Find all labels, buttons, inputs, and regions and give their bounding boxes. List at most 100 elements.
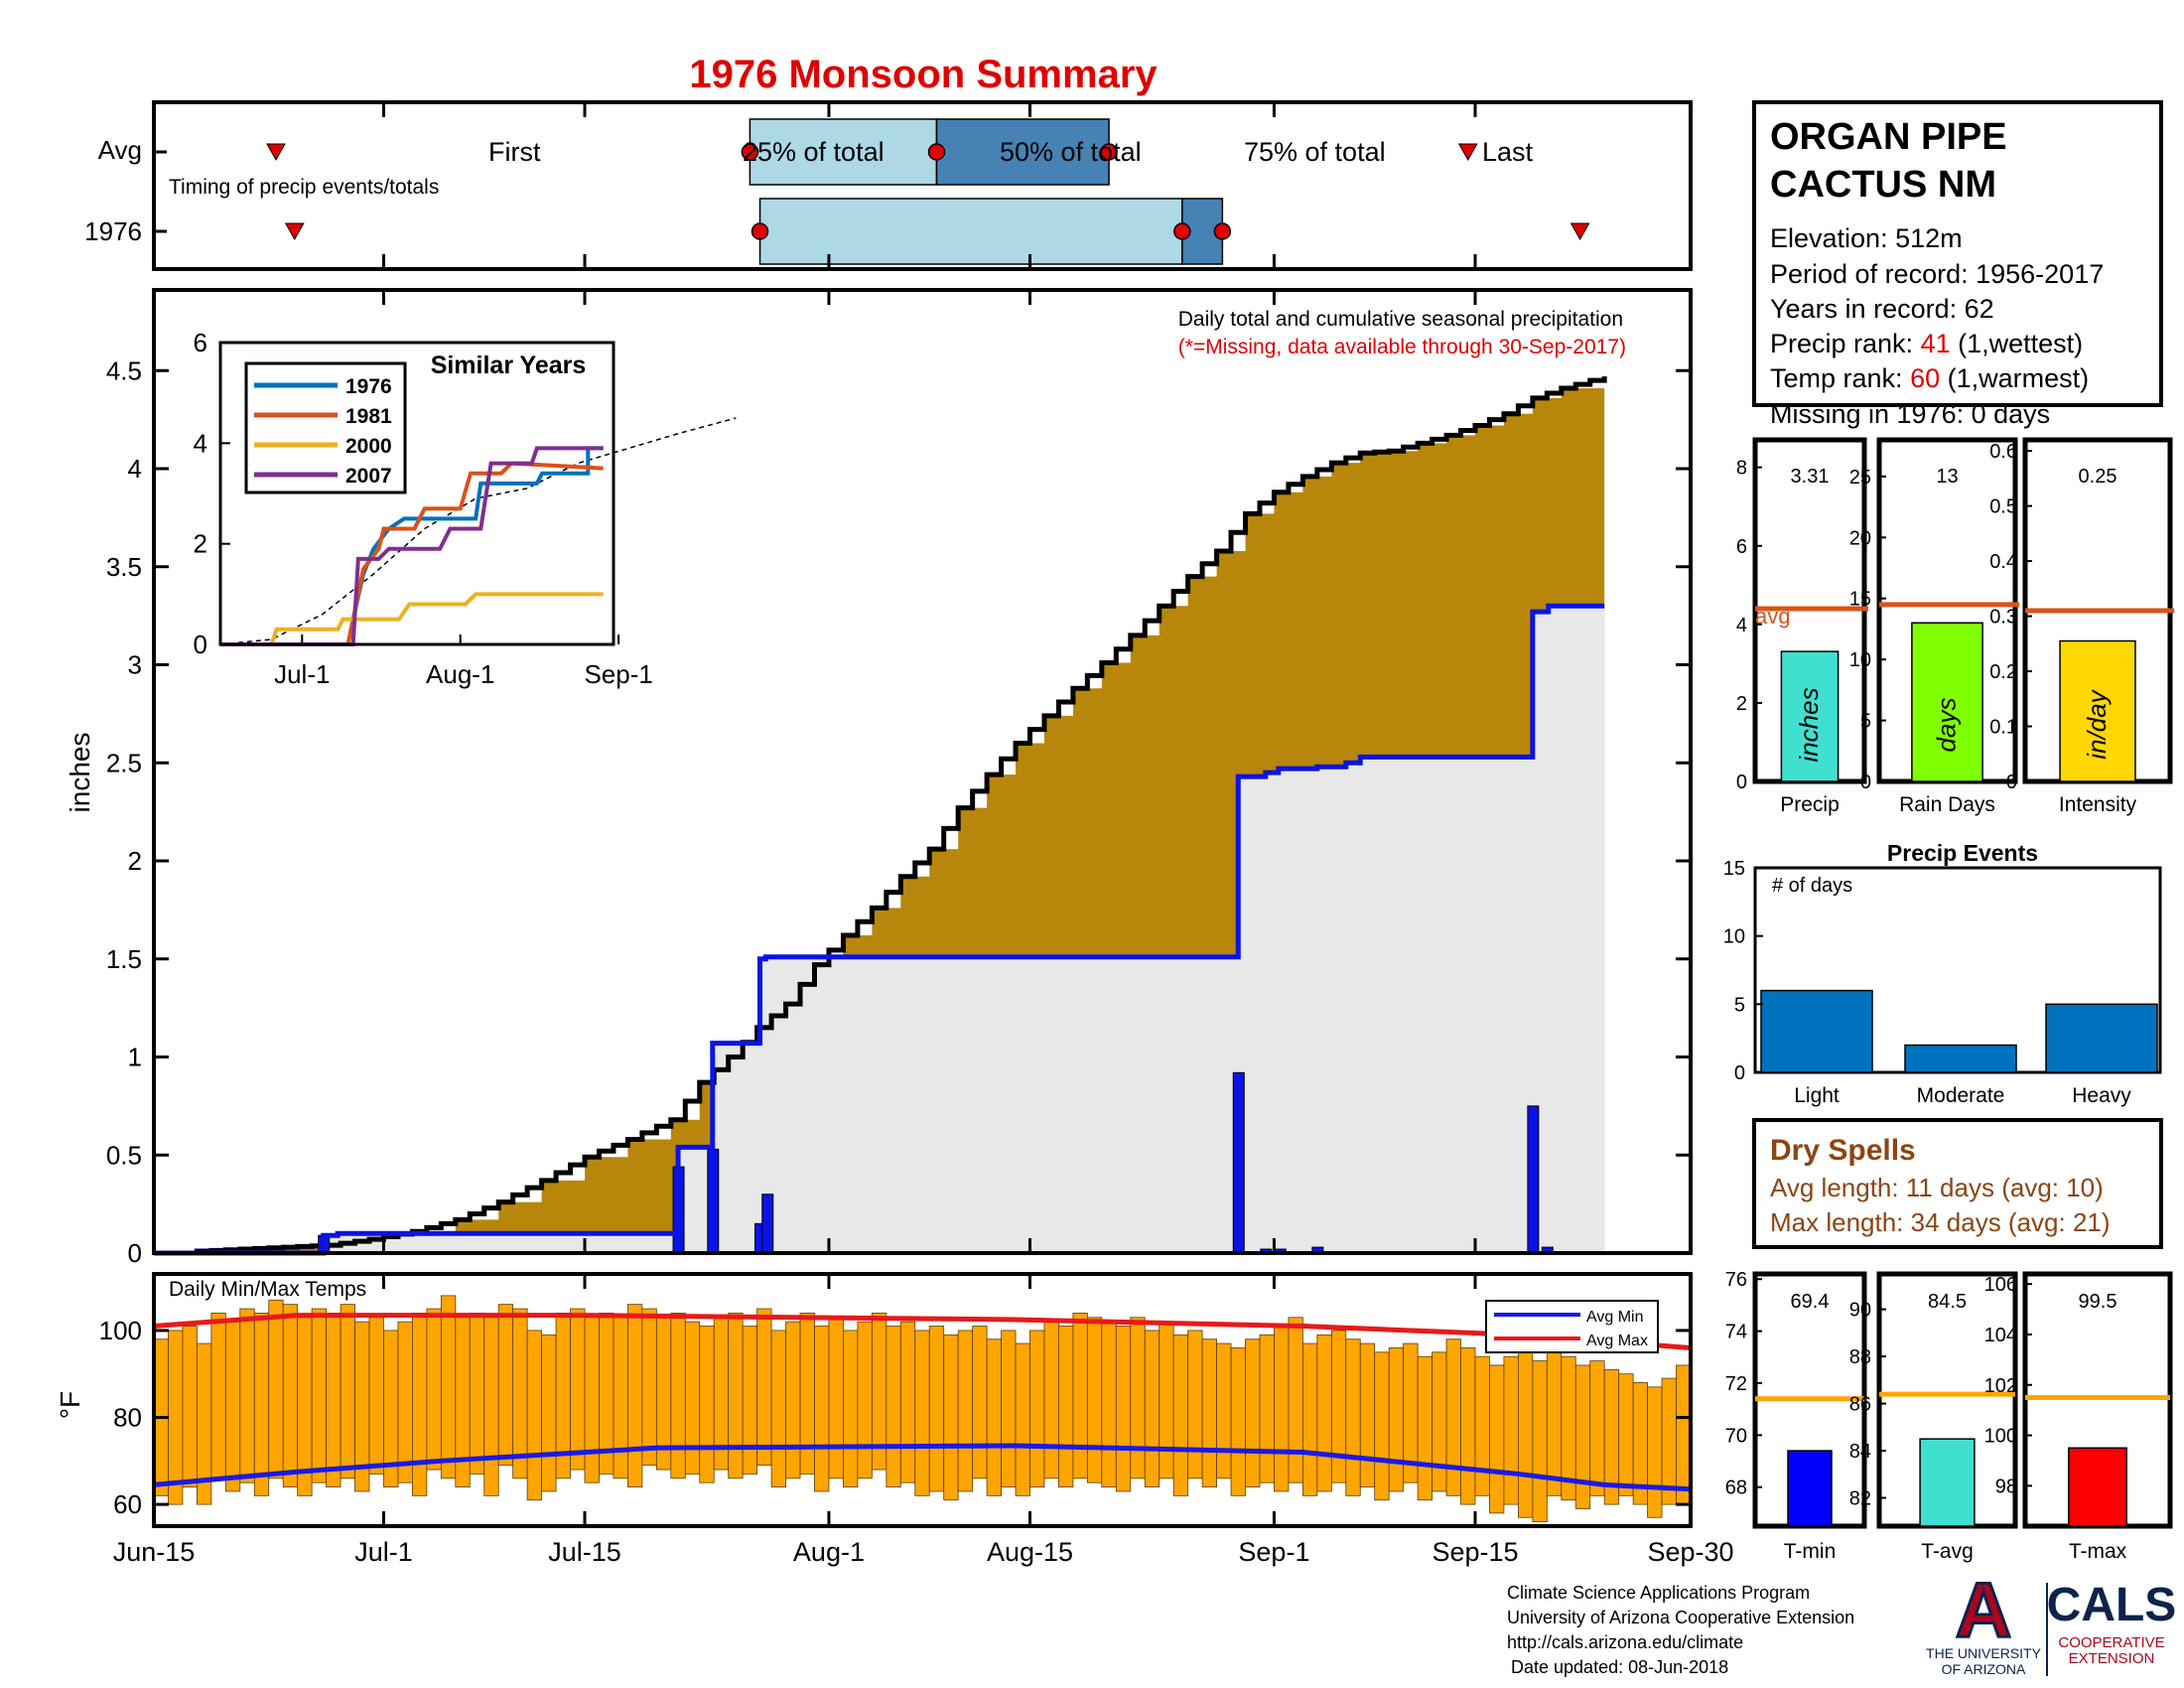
footer-line2: University of Arizona Cooperative Extens…	[1507, 1608, 1854, 1627]
daily-temp-bar	[168, 1330, 184, 1505]
precip-event-bar	[2045, 1003, 2158, 1073]
daily-temp-bar	[1359, 1342, 1376, 1487]
daily-temp-bar	[1259, 1334, 1275, 1483]
similar-legend-label: 2000	[345, 435, 392, 458]
precip-events-y-tick-label: 10	[1723, 926, 1745, 948]
daily-temp-bar	[526, 1330, 543, 1501]
timing-p25-marker	[741, 143, 759, 161]
summary-panel-precip: 3.31 inches Precip 0 2 4 6 8 avg	[1736, 437, 1868, 816]
date-x-tick-label: Jun-15	[113, 1537, 196, 1567]
similar-legend-label: 1981	[345, 405, 392, 428]
summary-axis-label: Rain Days	[1899, 793, 1995, 816]
timing-row-avg-label: Avg	[98, 135, 142, 165]
precip-events-y-tick-label: 5	[1734, 994, 1745, 1016]
timing-last-marker	[1457, 143, 1478, 162]
station-name-line2: CACTUS NM	[1770, 164, 1996, 206]
similar-y-tick-label: 4	[194, 428, 207, 458]
precip-y-tick-label: 2.5	[106, 748, 142, 777]
daily-temp-bar	[1274, 1326, 1290, 1492]
temp-bar-tavg	[1919, 1438, 1976, 1527]
timing-p75-marker	[1100, 143, 1118, 161]
daily-temp-bar	[1115, 1326, 1132, 1492]
temp-bar-y-tick-label: 98	[1995, 1476, 2017, 1497]
daily-temp-bar	[1445, 1338, 1461, 1496]
daily-temp-bar	[1130, 1317, 1146, 1479]
date-x-tick-label: Aug-15	[987, 1537, 1073, 1567]
temp-bar-y-tick-label: 100	[1984, 1426, 2017, 1448]
daily-precip-bar	[707, 1148, 720, 1254]
temp-y-axis-label: °F	[55, 1391, 85, 1419]
timing-p50-marker	[927, 143, 946, 161]
daily-temp-bar	[641, 1308, 657, 1467]
station-years: Years in record: 62	[1770, 294, 1994, 324]
date-x-tick-label: Jul-15	[548, 1537, 621, 1567]
temp-panel: 60 80 100 Daily Min/Max Temps °F Avg Min A…	[55, 1272, 1693, 1528]
daily-temp-bar	[1159, 1321, 1174, 1479]
summary-y-tick-label: 20	[1849, 527, 1871, 549]
timing-first-marker	[284, 222, 305, 241]
precip-y-tick-label: 1.5	[106, 944, 142, 974]
daily-temp-bar	[512, 1308, 528, 1479]
similar-years-title: Similar Years	[431, 352, 587, 379]
daily-temp-bar	[613, 1317, 628, 1479]
daily-temp-bar	[684, 1321, 701, 1475]
daily-temp-bar	[928, 1326, 945, 1492]
daily-precip-bar	[1527, 1105, 1540, 1254]
station-info-box: ORGAN PIPE CACTUS NM Elevation: 512m Per…	[1752, 100, 2163, 429]
precip-y-axis-label: inches	[65, 733, 95, 813]
summary-unit-label: in/day	[2082, 688, 2112, 759]
precip-events-y-tick-label: 0	[1734, 1062, 1745, 1084]
daily-temp-bar	[972, 1326, 988, 1479]
timing-panel: Timing of precip events/totals Avg 1976 …	[84, 100, 1693, 271]
summary-bar-intensity	[2059, 639, 2136, 782]
year-cumulative-line	[154, 603, 1605, 1256]
precip-panel: 0 0.5 1 1.5 2 2.5 3 3.5 4 4.5 inches Daily total …	[65, 288, 1693, 1268]
summary-y-tick-label: 10	[1849, 649, 1871, 671]
daily-temp-bar	[368, 1317, 384, 1475]
temp-rank-value: 60	[1910, 363, 1940, 393]
date-x-tick-label: Sep-30	[1647, 1537, 1733, 1567]
timing-p25-label: 25% of total	[743, 137, 885, 167]
daily-temp-bar	[397, 1321, 413, 1483]
summary-unit-label: days	[1932, 698, 1962, 753]
timing-first-label: First	[488, 137, 541, 167]
daily-temp-bar	[1058, 1326, 1074, 1487]
precip-event-category-label: Light	[1794, 1084, 1840, 1107]
temp-rank-prefix: Temp rank:	[1770, 363, 1910, 393]
timing-last-marker	[1570, 222, 1590, 241]
temp-bar-y-tick-label: 72	[1725, 1373, 1747, 1395]
station-elevation: Elevation: 512m	[1770, 223, 1963, 253]
ua-logo-line2: OF ARIZONA	[1942, 1661, 2026, 1677]
timing-subtitle: Timing of precip events/totals	[169, 176, 439, 199]
similar-x-tick-label: Aug-1	[426, 659, 494, 689]
daily-temp-bar	[1245, 1338, 1261, 1487]
timing-marks	[152, 104, 1693, 267]
similar-x-tick-label: Sep-1	[584, 659, 652, 689]
summary-y-tick-label: 0.6	[1989, 441, 2017, 463]
temp-bar-value-label: 84.5	[1928, 1291, 1967, 1313]
daily-temp-bar	[957, 1330, 974, 1492]
daily-temp-bar	[497, 1304, 514, 1467]
temp-legend-avg-max: Avg Max	[1586, 1333, 1648, 1349]
daily-temp-bar	[886, 1326, 901, 1487]
summary-y-tick-label: 0	[1736, 772, 1747, 793]
daily-temp-bar	[943, 1334, 959, 1501]
similar-series-2007	[220, 446, 604, 646]
similar-years-legend: 1976 1981 2000 2007	[254, 375, 392, 488]
temp-bar-y-tick-label: 106	[1984, 1274, 2017, 1296]
precip-y-tick-label: 0	[128, 1238, 142, 1268]
similar-series-2000	[220, 592, 604, 646]
daily-temp-bar	[814, 1326, 830, 1492]
similar-y-tick-label: 6	[194, 328, 207, 357]
precip-events-y-tick-label: 15	[1723, 858, 1745, 880]
footer-line3: http://cals.arizona.edu/climate	[1507, 1632, 1743, 1652]
temp-bar-axis-label: T-min	[1784, 1540, 1837, 1563]
daily-temp-bar	[670, 1313, 686, 1479]
temp-bar-y-tick-label: 88	[1849, 1346, 1871, 1368]
summary-y-tick-label: 0.4	[1989, 551, 2017, 573]
cals-logo: CALS COOPERATIVE EXTENSION	[2047, 1579, 2177, 1667]
similar-years-y-axis: 0 2 4 6 Jul-1 Aug-1 Sep-1	[194, 328, 653, 689]
temp-bar-panels: 69.4 T-min 68 70 72 74 76 84.5 T-avg 82 84 86 88 90 99…	[1725, 1269, 2173, 1563]
